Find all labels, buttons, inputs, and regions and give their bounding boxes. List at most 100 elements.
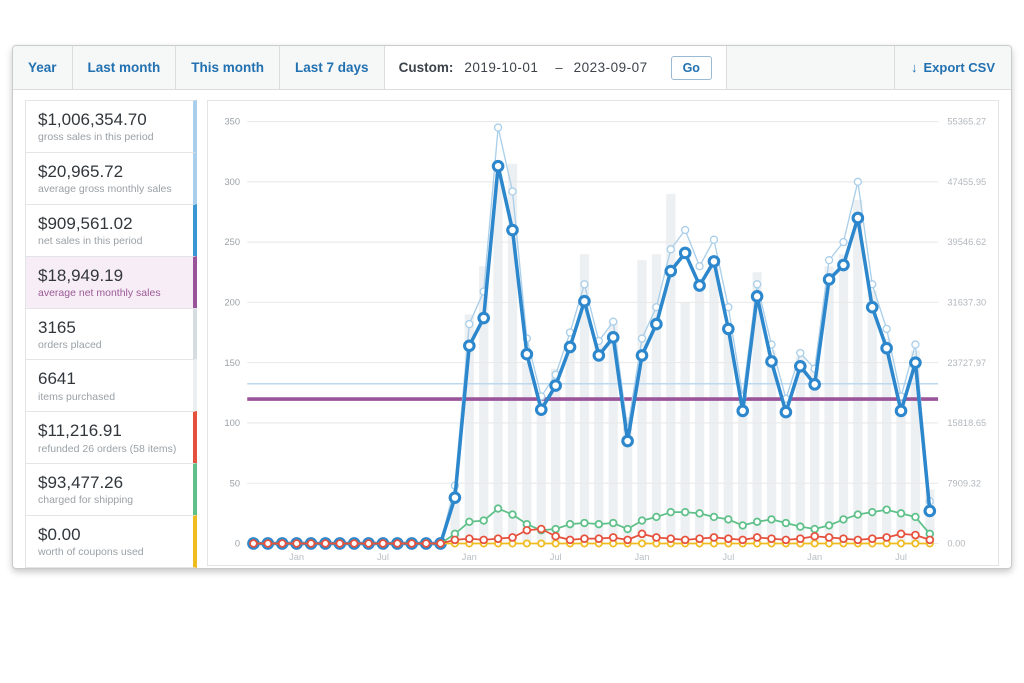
bar (896, 398, 906, 544)
data-point (868, 507, 877, 517)
data-point (608, 533, 618, 542)
data-point (609, 518, 618, 528)
bar (910, 350, 921, 544)
data-point (506, 223, 519, 237)
tab-year[interactable]: Year (13, 46, 73, 89)
stat-label: gross sales in this period (38, 131, 154, 144)
data-point (508, 510, 517, 519)
data-point (882, 324, 891, 334)
bar (450, 495, 460, 544)
stat-box[interactable]: $909,561.02 net sales in this period (25, 203, 197, 257)
data-point (393, 539, 402, 548)
date-from-input[interactable] (462, 59, 547, 76)
data-point (650, 317, 663, 331)
data-point (810, 531, 819, 541)
data-point (752, 533, 762, 542)
bar (781, 404, 791, 544)
stat-box[interactable]: $1,006,354.70 gross sales in this period (25, 100, 197, 153)
data-point (851, 211, 865, 225)
tab-last-month[interactable]: Last month (73, 46, 177, 89)
data-point (508, 187, 517, 196)
data-point (808, 378, 821, 391)
stat-label: orders placed (38, 338, 102, 351)
bar (867, 290, 877, 544)
data-point (752, 280, 762, 289)
stat-box[interactable]: $11,216.91 refunded 26 orders (58 items) (25, 411, 197, 465)
stat-box[interactable]: 6641 items purchased (25, 359, 197, 413)
download-arrow-icon: ↓ (910, 60, 918, 75)
data-point (621, 434, 634, 448)
stat-box[interactable]: $0.00 worth of coupons used (25, 515, 197, 568)
stat-value: 3165 (38, 317, 76, 337)
bar (709, 260, 719, 544)
line-series-refunds (249, 524, 935, 548)
bar (752, 272, 762, 544)
data-point (765, 355, 778, 368)
bar (666, 193, 676, 544)
data-point (810, 524, 819, 534)
data-point (867, 534, 877, 543)
data-point (551, 539, 560, 548)
custom-range-label: Custom: (398, 60, 454, 75)
stat-box[interactable]: 3165 orders placed (25, 307, 197, 361)
data-point (421, 539, 431, 548)
right-axis-tick: 39546.62 (947, 237, 986, 247)
data-point (536, 524, 546, 534)
bar (766, 350, 777, 544)
toolbar-spacer (727, 46, 894, 89)
export-csv-label: Export CSV (923, 60, 995, 75)
x-axis-tick: Jan (634, 552, 649, 562)
data-point (767, 515, 776, 524)
data-point (853, 510, 863, 519)
x-axis-tick: Jul (377, 552, 389, 562)
data-point (479, 516, 488, 525)
stat-label: refunded 26 orders (58 items) (38, 442, 177, 455)
bar (464, 314, 474, 544)
range-tabs: Year Last month This month Last 7 days (13, 46, 385, 89)
stat-label: worth of coupons used (38, 546, 144, 559)
data-point (520, 347, 534, 361)
data-point (822, 273, 836, 286)
data-point (594, 534, 604, 543)
stat-box[interactable]: $20,965.72 average gross monthly sales (25, 151, 197, 205)
data-point (882, 505, 891, 514)
right-axis-tick: 47455.95 (947, 177, 986, 187)
stat-value: $18,949.19 (38, 265, 124, 285)
data-point (909, 356, 922, 369)
date-to-input[interactable] (571, 59, 656, 76)
stat-value: $20,965.72 (38, 161, 124, 181)
sales-chart: 0 0.00 50 7909.32 100 15818.65 150 23727.97 200 3… (224, 117, 986, 562)
data-point (839, 534, 848, 543)
stat-box[interactable]: $93,477.26 charged for shipping (25, 463, 197, 517)
bar (795, 356, 805, 544)
data-point (592, 349, 606, 362)
tab-last-7-days[interactable]: Last 7 days (280, 46, 385, 89)
bar (536, 398, 546, 544)
tab-year-label: Year (28, 60, 57, 75)
bar (810, 368, 820, 544)
go-button[interactable]: Go (670, 55, 712, 80)
export-csv-button[interactable]: ↓ Export CSV (893, 46, 1011, 89)
data-point (436, 539, 445, 548)
tab-this-month[interactable]: This month (176, 46, 281, 89)
bar (694, 284, 705, 544)
data-point (680, 225, 690, 235)
data-point (911, 512, 920, 522)
data-point (896, 529, 906, 539)
data-point (580, 534, 589, 543)
data-point (378, 539, 388, 548)
data-point (695, 534, 704, 543)
data-point (882, 533, 891, 542)
data-point (465, 534, 474, 543)
data-point (896, 509, 906, 518)
chart-panel: 0 0.00 50 7909.32 100 15818.65 150 23727.97 200 3… (207, 100, 999, 566)
data-point (923, 504, 937, 518)
left-axis-tick: 200 (224, 297, 240, 307)
x-axis-labels: Jan Jul Jan Jul Jan Jul Jan Jul (289, 552, 907, 562)
data-point (680, 507, 690, 517)
data-point (750, 290, 764, 303)
data-point (635, 349, 649, 362)
right-axis-tick: 7909.32 (947, 478, 981, 488)
data-point (707, 255, 721, 268)
stat-box[interactable]: $18,949.19 average net monthly sales (25, 255, 197, 309)
